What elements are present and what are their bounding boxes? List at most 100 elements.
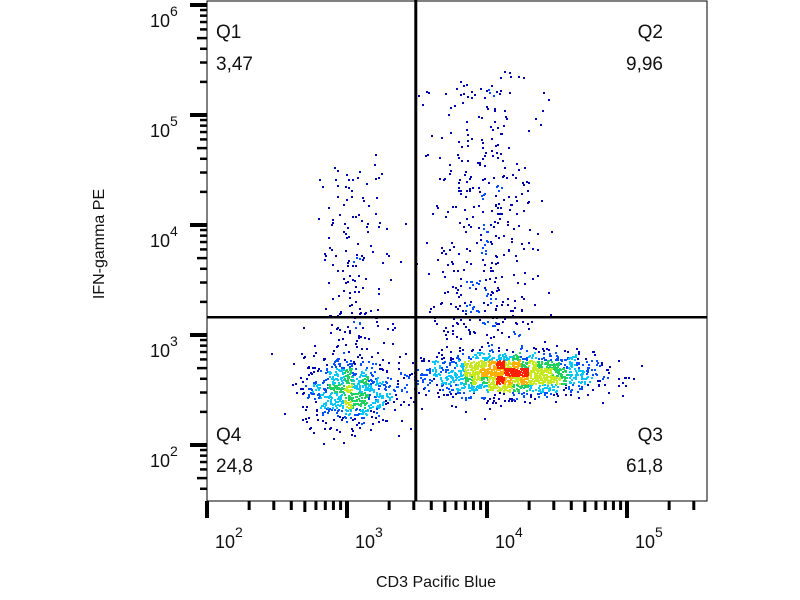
event-dot — [455, 362, 457, 364]
event-dot — [324, 411, 326, 413]
event-dot — [483, 378, 485, 380]
event-dot — [596, 374, 598, 376]
event-dot — [481, 139, 483, 141]
event-dot — [366, 348, 368, 350]
event-dot — [346, 390, 348, 392]
event-dot — [323, 403, 325, 405]
event-dot — [333, 419, 335, 421]
event-dot — [368, 205, 370, 207]
event-dot — [513, 274, 515, 276]
event-dot — [551, 361, 553, 363]
event-dot — [458, 190, 460, 192]
event-dot — [586, 370, 588, 372]
event-dot — [421, 360, 423, 362]
event-dot — [410, 397, 412, 399]
event-dot — [313, 385, 315, 387]
event-dot — [320, 370, 322, 372]
event-dot — [540, 371, 542, 373]
event-dot — [357, 383, 359, 385]
event-dot — [484, 97, 486, 99]
event-dot — [306, 421, 308, 423]
event-dot — [480, 234, 482, 236]
event-dot — [523, 365, 525, 367]
event-dot — [597, 362, 599, 364]
event-dot — [343, 376, 345, 378]
quadrant-q1-value: 3,47 — [216, 54, 253, 75]
event-dot — [370, 379, 372, 381]
event-dot — [543, 357, 545, 359]
event-dot — [460, 190, 462, 192]
event-dot — [377, 405, 379, 407]
event-dot — [486, 90, 488, 92]
event-dot — [389, 393, 391, 395]
event-dot — [458, 376, 460, 378]
event-dot — [498, 289, 500, 291]
event-dot — [493, 95, 495, 97]
event-dot — [473, 378, 475, 380]
quadrant-q3-value: 61,8 — [626, 456, 663, 477]
event-dot — [458, 182, 460, 184]
event-dot — [503, 393, 505, 395]
event-dot — [567, 351, 569, 353]
event-dot — [501, 276, 503, 278]
event-dot — [553, 366, 555, 368]
event-dot — [350, 401, 352, 403]
event-dot — [599, 365, 601, 367]
event-dot — [493, 226, 495, 228]
event-dot — [466, 190, 468, 192]
event-dot — [574, 359, 576, 361]
event-dot — [491, 344, 493, 346]
event-dot — [450, 107, 452, 109]
event-dot — [352, 400, 354, 402]
event-dot — [360, 374, 362, 376]
event-dot — [423, 358, 425, 360]
event-dot — [360, 403, 362, 405]
event-dot — [530, 387, 532, 389]
event-dot — [461, 397, 463, 399]
event-dot — [465, 196, 467, 198]
event-dot — [479, 387, 481, 389]
event-dot — [503, 175, 505, 177]
event-dot — [356, 385, 358, 387]
event-dot — [450, 303, 452, 305]
event-dot — [372, 251, 374, 253]
event-dot — [543, 350, 545, 352]
event-dot — [405, 353, 407, 355]
event-dot — [633, 378, 635, 380]
event-dot — [501, 187, 503, 189]
event-dot — [466, 84, 468, 86]
event-dot — [364, 407, 366, 409]
event-dot — [518, 379, 520, 381]
event-dot — [361, 357, 363, 359]
event-dot — [553, 394, 555, 396]
event-dot — [531, 360, 533, 362]
event-dot — [448, 375, 450, 377]
event-dot — [457, 392, 459, 394]
event-dot — [506, 373, 508, 375]
plot-frame — [206, 0, 708, 502]
event-dot — [491, 362, 493, 364]
event-dot — [378, 226, 380, 228]
event-dot — [337, 360, 339, 362]
event-dot — [488, 353, 490, 355]
event-dot — [465, 370, 467, 372]
event-dot — [446, 338, 448, 340]
event-dot — [484, 244, 486, 246]
event-dot — [349, 413, 351, 415]
event-dot — [466, 181, 468, 183]
event-dot — [506, 118, 508, 120]
event-dot — [466, 121, 468, 123]
event-dot — [399, 356, 401, 358]
event-dot — [490, 389, 492, 391]
event-dot — [357, 388, 359, 390]
event-dot — [379, 406, 381, 408]
event-dot — [337, 379, 339, 381]
event-dot — [485, 362, 487, 364]
event-dot — [357, 243, 359, 245]
event-dot — [482, 247, 484, 249]
event-dot — [491, 150, 493, 152]
event-dot — [492, 270, 494, 272]
event-dot — [489, 385, 491, 387]
event-dot — [498, 190, 500, 192]
event-dot — [470, 281, 472, 283]
